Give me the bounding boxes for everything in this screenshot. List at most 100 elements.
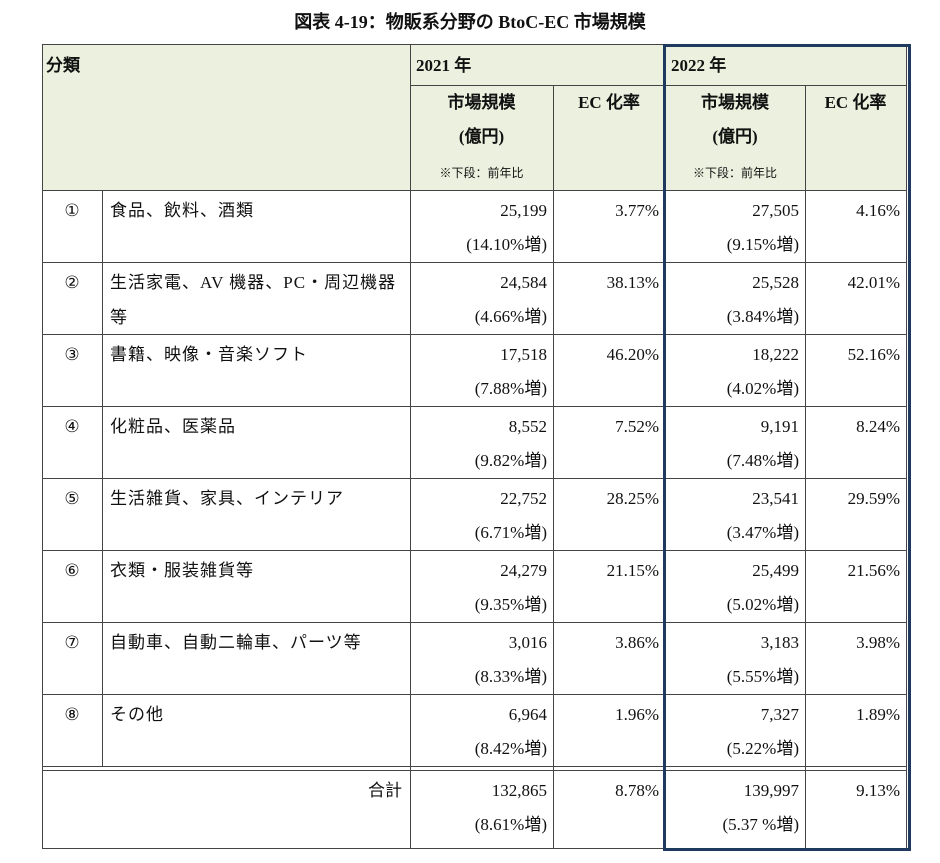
row-border xyxy=(42,766,906,767)
table-border xyxy=(42,44,43,848)
header-year: 2022 年 xyxy=(671,56,727,75)
table-border xyxy=(906,44,907,848)
growth-rate: (8.61%増) xyxy=(474,815,547,834)
row-number: ② xyxy=(64,273,80,292)
row-border xyxy=(42,478,906,479)
header-unit: (億円) xyxy=(712,127,758,146)
category-name: 食品、飲料、酒類 xyxy=(110,201,254,220)
growth-rate: (5.37 %増) xyxy=(722,815,799,834)
header-market-size: 市場規模 xyxy=(447,93,516,112)
ec-rate: 3.86% xyxy=(615,633,659,652)
ec-rate: 21.56% xyxy=(847,561,900,580)
row-number: ⑥ xyxy=(64,561,80,580)
growth-rate: (4.66%増) xyxy=(474,307,547,326)
growth-rate: (7.48%増) xyxy=(726,451,799,470)
header-market-size: 市場規模 xyxy=(701,93,769,112)
row-border xyxy=(42,406,906,407)
growth-rate: (7.88%増) xyxy=(474,379,547,398)
growth-rate: (4.02%増) xyxy=(726,379,799,398)
market-size: 24,279 xyxy=(500,561,547,580)
header-category: 分類 xyxy=(46,56,80,75)
growth-rate: (5.55%増) xyxy=(726,667,799,686)
ec-rate: 1.96% xyxy=(615,705,659,724)
category-name: 生活雑貨、家具、インテリア xyxy=(110,489,344,508)
growth-rate: (8.42%増) xyxy=(474,739,547,758)
table-border xyxy=(42,44,906,45)
ec-rate: 52.16% xyxy=(847,345,900,364)
growth-rate: (9.82%増) xyxy=(474,451,547,470)
category-name: 生活家電、AV 機器、PC・周辺機器等 xyxy=(110,273,397,327)
highlight-2022 xyxy=(663,44,911,851)
growth-rate: (5.02%増) xyxy=(726,595,799,614)
row-border xyxy=(42,550,906,551)
total-label: 合計 xyxy=(368,781,402,800)
growth-rate: (3.84%増) xyxy=(726,307,799,326)
ec-rate: 3.98% xyxy=(856,633,900,652)
header-ec-rate: EC 化率 xyxy=(578,93,640,112)
column-border xyxy=(553,85,554,848)
row-number: ① xyxy=(64,201,80,220)
market-size: 18,222 xyxy=(752,345,799,364)
row-border xyxy=(42,770,906,771)
market-size: 3,183 xyxy=(760,633,799,652)
row-number: ⑤ xyxy=(64,489,80,508)
growth-rate: (8.33%増) xyxy=(474,667,547,686)
row-number: ⑦ xyxy=(64,633,80,652)
row-border xyxy=(42,694,906,695)
growth-rate: (6.71%増) xyxy=(474,523,547,542)
market-size: 25,199 xyxy=(500,201,547,220)
market-size: 27,505 xyxy=(752,201,799,220)
row-border xyxy=(42,262,906,263)
row-number: ④ xyxy=(64,417,80,436)
table-title: 図表 4-19：物販系分野の BtoC-EC 市場規模 xyxy=(294,12,646,32)
column-border xyxy=(805,85,806,848)
market-size: 139,997 xyxy=(743,781,799,800)
category-name: その他 xyxy=(110,705,164,724)
category-name: 衣類・服装雑貨等 xyxy=(110,561,254,580)
market-size: 9,191 xyxy=(760,417,799,436)
market-size: 7,327 xyxy=(760,705,799,724)
ec-rate: 38.13% xyxy=(606,273,659,292)
header-unit: (億円) xyxy=(458,127,505,146)
category-name: 書籍、映像・音楽ソフト xyxy=(110,345,308,364)
column-border xyxy=(102,190,103,766)
row-border xyxy=(42,334,906,335)
growth-rate: (9.35%増) xyxy=(474,595,547,614)
market-size: 3,016 xyxy=(508,633,547,652)
growth-rate: (5.22%増) xyxy=(726,739,799,758)
market-size: 23,541 xyxy=(752,489,799,508)
ec-rate: 7.52% xyxy=(615,417,659,436)
header-year: 2021 年 xyxy=(416,56,472,75)
ec-rate: 8.78% xyxy=(615,781,659,800)
row-number: ⑧ xyxy=(64,705,80,724)
ec-rate: 42.01% xyxy=(847,273,900,292)
row-border xyxy=(42,622,906,623)
ec-rate: 28.25% xyxy=(606,489,659,508)
row-border xyxy=(42,190,906,191)
header-background xyxy=(42,44,906,190)
row-number: ③ xyxy=(64,345,80,364)
ec-rate: 3.77% xyxy=(615,201,659,220)
category-name: 自動車、自動二輪車、パーツ等 xyxy=(110,633,362,652)
market-size: 22,752 xyxy=(500,489,547,508)
row-border xyxy=(410,85,906,86)
market-size: 24,584 xyxy=(500,273,547,292)
market-size: 6,964 xyxy=(508,705,547,724)
market-size: 8,552 xyxy=(508,417,547,436)
growth-rate: (9.15%増) xyxy=(726,235,799,254)
market-size: 132,865 xyxy=(491,781,547,800)
ec-rate: 46.20% xyxy=(606,345,659,364)
header-ec-rate: EC 化率 xyxy=(824,93,887,112)
column-border xyxy=(410,44,411,848)
header-note: ※下段：前年比 xyxy=(692,166,777,180)
ec-rate: 4.16% xyxy=(856,201,900,220)
category-name: 化粧品、医薬品 xyxy=(110,417,236,436)
ec-rate: 21.15% xyxy=(606,561,659,580)
ec-rate: 29.59% xyxy=(847,489,900,508)
growth-rate: (14.10%増) xyxy=(466,235,547,254)
growth-rate: (3.47%増) xyxy=(726,523,799,542)
ec-rate: 8.24% xyxy=(856,417,900,436)
market-size: 25,499 xyxy=(752,561,799,580)
market-size: 17,518 xyxy=(500,345,547,364)
